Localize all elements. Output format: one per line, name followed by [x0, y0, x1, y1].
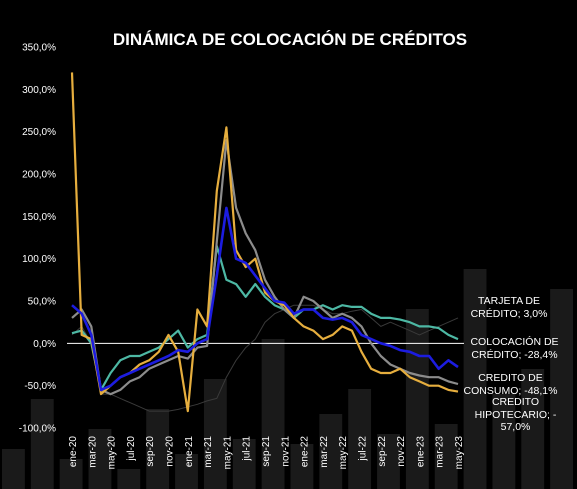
annotation-line: CREDITO DE — [478, 372, 543, 384]
y-tick-label: 250,0% — [22, 127, 56, 138]
background-bar — [2, 449, 25, 489]
annotation-line: TARJETA DE — [477, 295, 541, 307]
background-bar — [492, 394, 516, 489]
x-tick-label: mar-21 — [203, 436, 214, 468]
y-tick-label: 50,0% — [28, 297, 56, 308]
annotation-line: HIPOTECARIO; - — [474, 408, 557, 421]
background-bar — [30, 399, 54, 489]
background-bar — [175, 454, 198, 489]
x-tick-label: mar-22 — [319, 436, 330, 468]
x-tick-label: nov-21 — [280, 436, 291, 467]
y-axis: 350,0% 300,0% 250,0% 200,0% 150,0% 100,0% 50,0… — [19, 43, 56, 435]
y-tick-label: 350,0% — [22, 43, 56, 54]
x-tick-label: ene-23 — [415, 436, 426, 468]
y-tick-label: 100,0% — [22, 254, 56, 265]
annotation-line: CONSUMO; -48,1% — [463, 384, 558, 397]
annotation-line: CRÉDITO; -28,4% — [471, 348, 558, 361]
y-tick-label: 0,0% — [33, 339, 56, 350]
series-line-credito-hipotecario — [70, 72, 459, 413]
y-tick-label: 150,0% — [22, 212, 56, 223]
background-bar — [521, 369, 545, 489]
x-tick-label: may-23 — [454, 436, 465, 470]
x-tick-label: sep-22 — [377, 436, 388, 467]
background-bar — [117, 469, 141, 489]
x-tick-label: ene-22 — [300, 436, 311, 468]
annotation-consumo: CREDITO DE CONSUMO; -48,1% — [458, 372, 563, 397]
series-line-credito-de-consumo — [71, 139, 459, 396]
background-bar — [88, 429, 112, 489]
series-line-context — [71, 304, 459, 412]
background-bar — [261, 339, 285, 489]
x-tick-label: nov-22 — [396, 436, 407, 467]
series-line-tarjeta-de-cr-dito — [71, 244, 459, 391]
background-bar — [203, 379, 227, 489]
x-tick-label: ene-20 — [68, 436, 79, 468]
series-line-colocaci-n-de-cr-dito — [71, 206, 459, 392]
background-bar — [434, 424, 458, 489]
x-tick-label: mar-23 — [435, 436, 446, 468]
x-tick-label: mar-20 — [87, 436, 98, 468]
background-bar — [463, 269, 487, 489]
annotation-hipotecario: CREDITO HIPOTECARIO; -57,0% — [468, 396, 563, 434]
x-tick-label: sep-21 — [261, 436, 272, 467]
x-tick-label: sep-20 — [145, 436, 156, 467]
y-tick-label: 300,0% — [22, 85, 56, 96]
background-bar — [59, 459, 83, 489]
background-bar — [377, 434, 400, 489]
annotation-colocacion: COLOCACIÓN DE CRÉDITO; -28,4% — [462, 336, 567, 361]
background-bars — [2, 269, 573, 489]
annotation-line: CREDITO — [491, 396, 540, 408]
annotation-line: COLOCACIÓN DE — [470, 336, 559, 348]
y-tick-label: -50,0% — [24, 381, 56, 392]
background-bar — [232, 439, 256, 489]
chart-title: DINÁMICA DE COLOCACIÓN DE CRÉDITOS — [112, 30, 468, 49]
background-bar — [290, 444, 314, 489]
x-tick-label: may-21 — [222, 436, 233, 470]
annotation-line: 57,0% — [500, 421, 531, 433]
series-layer — [70, 72, 459, 413]
background-bar — [319, 414, 343, 489]
annotation-line: CRÉDITO; 3,0% — [470, 307, 548, 320]
x-axis: ene-20 mar-20 may-20 jul-20 sep-20 nov-20 ene-… — [68, 436, 465, 470]
background-bar — [550, 289, 573, 489]
x-tick-label: may-22 — [338, 436, 349, 470]
x-tick-label: jul-21 — [242, 436, 253, 462]
y-tick-label: -100,0% — [19, 424, 56, 435]
y-tick-label: 200,0% — [22, 170, 56, 181]
annotation-tarjeta: TARJETA DE CRÉDITO; 3,0% — [464, 295, 554, 320]
background-bar — [348, 389, 372, 489]
x-tick-label: jul-22 — [358, 436, 369, 462]
background-bar — [146, 409, 170, 489]
x-tick-label: ene-21 — [184, 436, 195, 468]
x-tick-label: may-20 — [107, 436, 118, 470]
x-tick-label: jul-20 — [126, 436, 137, 462]
x-tick-label: nov-20 — [165, 436, 176, 467]
